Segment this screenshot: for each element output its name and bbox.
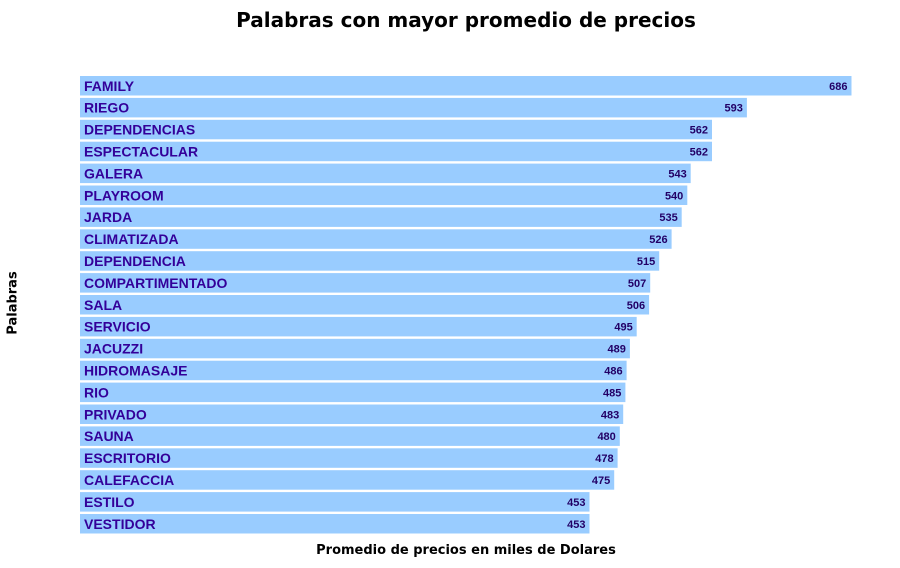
bar-family [80,76,852,96]
value-label: 535 [659,212,677,224]
x-axis-label: Promedio de precios en miles de Dolares [316,543,616,558]
category-label: VESTIDOR [84,516,156,532]
value-label: 562 [690,146,708,158]
value-label: 483 [601,409,619,421]
value-label: 495 [614,322,632,334]
category-label: PRIVADO [84,406,147,422]
category-label: JACUZZI [84,341,143,357]
bar-vestidor [80,514,590,534]
category-label: RIEGO [84,100,129,116]
bar-jacuzzi [80,338,630,359]
category-label: JARDA [84,209,132,225]
bar-rio [80,382,626,403]
bar-riego [80,97,747,118]
category-label: DEPENDENCIAS [84,122,195,138]
bar-jarda [80,207,682,227]
value-label: 562 [690,125,708,137]
category-label: DEPENDENCIA [84,253,186,269]
bar-sala [80,295,650,315]
value-label: 543 [668,168,686,180]
bar-estilo [80,492,590,512]
category-label: CALEFACCIA [84,472,174,488]
bar-servicio [80,316,637,337]
category-label: SERVICIO [84,319,151,335]
bar-sauna [80,426,620,446]
value-label: 489 [608,344,626,356]
value-label: 540 [665,190,683,202]
chart-title: Palabras con mayor promedio de precios [236,8,696,32]
bar-climatizada [80,229,672,249]
value-label: 686 [829,81,847,93]
category-label: ESCRITORIO [84,450,171,466]
bar-compartimentado [80,273,651,293]
value-label: 485 [603,387,621,399]
bar-dependencia [80,251,660,271]
bar-espectacular [80,141,712,162]
bar-hidromasaje [80,360,627,381]
bar-calefaccia [80,470,615,490]
value-label: 453 [567,497,585,509]
value-label: 526 [649,234,667,246]
category-label: SAUNA [84,428,134,444]
bar-privado [80,404,624,424]
value-label: 515 [637,256,655,268]
bar-escritorio [80,448,618,468]
value-label: 506 [627,300,645,312]
category-label: FAMILY [84,78,135,94]
value-label: 507 [628,278,646,290]
category-label: HIDROMASAJE [84,362,187,378]
value-label: 593 [725,103,743,115]
category-label: SALA [84,297,122,313]
category-label: PLAYROOM [84,187,164,203]
bar-playroom [80,185,688,205]
category-label: COMPARTIMENTADO [84,275,227,291]
value-label: 480 [597,431,615,443]
category-label: RIO [84,384,109,400]
bar-dependencias [80,119,712,140]
category-label: ESTILO [84,494,135,510]
bar-galera [80,163,691,184]
category-label: CLIMATIZADA [84,231,179,247]
value-label: 453 [567,519,585,531]
value-label: 486 [604,365,622,377]
category-label: ESPECTACULAR [84,143,198,159]
value-label: 478 [595,453,613,465]
value-label: 475 [592,475,610,487]
category-label: GALERA [84,165,143,181]
